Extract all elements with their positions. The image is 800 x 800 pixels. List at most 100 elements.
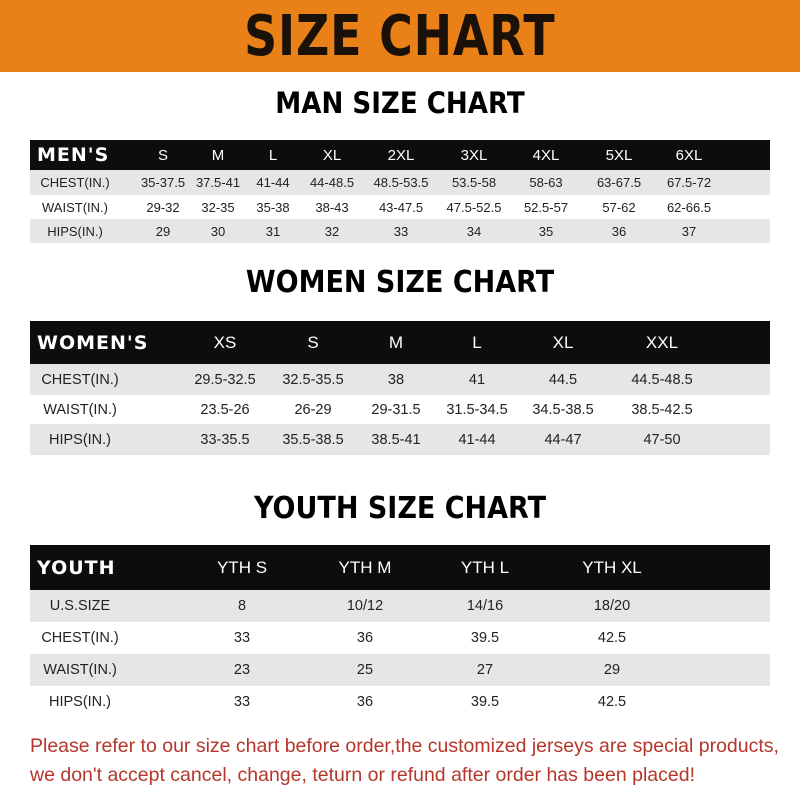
measurement-cell: 67.5-72	[666, 175, 712, 190]
row-label: CHEST(IN.)	[41, 630, 119, 646]
size-header-cell: 5XL	[605, 146, 633, 164]
row-label: HIPS(IN.)	[48, 431, 112, 448]
order-note-line-1: Please refer to our size chart before or…	[30, 735, 779, 757]
men-section-title: MAN SIZE CHART	[275, 86, 525, 120]
measurement-cell: 23	[233, 662, 251, 678]
measurement-cell: 29.5-32.5	[194, 371, 256, 388]
table-row: CHEST(IN.) 35-37.5 37.5-41 41-44 44-48.5 48.5…	[30, 170, 770, 195]
measurement-cell: 41-44	[458, 431, 496, 448]
measurement-cell: 41-44	[256, 175, 290, 190]
table-row: HIPS(IN.) 33 36 39.5 42.5	[30, 686, 770, 718]
table-row: CHEST(IN.) 33 36 39.5 42.5	[30, 622, 770, 654]
row-label: U.S.SIZE	[49, 598, 111, 614]
measurement-cell: 32-35	[201, 199, 235, 215]
measurement-cell: 14/16	[466, 598, 504, 614]
size-header-cell: M	[211, 146, 225, 164]
size-header-cell: YTH M	[338, 557, 392, 577]
measurement-cell: 32	[324, 223, 340, 239]
measurement-cell: 37.5-41	[195, 175, 241, 190]
table-row: HIPS(IN.) 33-35.5 35.5-38.5 38.5-41 41-44 44-…	[30, 424, 770, 455]
women-section-title: WOMEN SIZE CHART	[245, 265, 555, 300]
size-header-cell: M	[388, 332, 404, 352]
order-note-line-2: we don't accept cancel, change, teturn o…	[30, 764, 695, 786]
size-header-cell: YTH XL	[582, 557, 642, 577]
measurement-cell: 48.5-53.5	[373, 175, 429, 190]
measurement-cell: 35-38	[256, 199, 290, 215]
row-label: WAIST(IN.)	[42, 199, 108, 215]
table-row: HIPS(IN.) 29 30 31 32 33 34 35 36 37	[30, 219, 770, 243]
measurement-cell: 38	[387, 371, 405, 388]
measurement-cell: 42.5	[597, 694, 627, 710]
table-title-cell: MEN'S	[37, 144, 110, 166]
measurement-cell: 58-63	[529, 175, 563, 190]
measurement-cell: 44.5-48.5	[631, 371, 693, 388]
size-header-cell: XS	[213, 332, 237, 352]
row-label: WAIST(IN.)	[43, 401, 117, 418]
measurement-cell: 35-37.5	[140, 175, 186, 190]
measurement-cell: 52.5-57	[523, 199, 569, 215]
size-header-cell: YTH L	[460, 557, 510, 577]
measurement-cell: 37	[681, 223, 697, 239]
measurement-cell: 39.5	[470, 630, 500, 646]
row-label: HIPS(IN.)	[48, 694, 112, 710]
table-title-cell: WOMEN'S	[37, 331, 149, 354]
size-header-cell: XXL	[645, 332, 679, 352]
measurement-cell: 39.5	[470, 694, 500, 710]
measurement-cell: 33-35.5	[200, 431, 250, 448]
table-row: WAIST(IN.) 23 25 27 29	[30, 654, 770, 686]
size-header-cell: YTH S	[216, 557, 268, 577]
measurement-cell: 31	[265, 223, 281, 239]
measurement-cell: 41	[468, 371, 486, 388]
size-header-cell: S	[157, 146, 169, 164]
table-row: U.S.SIZE 8 10/12 14/16 18/20	[30, 590, 770, 622]
table-header-row: YOUTH YTH S YTH M YTH L YTH XL	[30, 545, 770, 590]
table-header-row: MEN'S S M L XL 2XL 3XL 4XL 5XL 6XL	[30, 140, 770, 170]
measurement-cell: 44.5	[548, 371, 578, 388]
table-row: WAIST(IN.) 23.5-26 26-29 29-31.5 31.5-34.5 34…	[30, 395, 770, 424]
size-header-cell: L	[472, 332, 482, 352]
measurement-cell: 29-32	[146, 199, 180, 215]
measurement-cell: 47.5-52.5	[446, 199, 502, 215]
youth-size-table: YOUTH YTH S YTH M YTH L YTH XL U.S.SIZE 8 10/12…	[30, 545, 770, 718]
measurement-cell: 43-47.5	[378, 199, 424, 215]
measurement-cell: 36	[611, 223, 627, 239]
men-size-table: MEN'S S M L XL 2XL 3XL 4XL 5XL 6XL CHEST(IN.) 35-37…	[30, 140, 770, 243]
measurement-cell: 47-50	[643, 431, 681, 448]
measurement-cell: 31.5-34.5	[446, 401, 508, 418]
measurement-cell: 38.5-41	[371, 431, 421, 448]
measurement-cell: 42.5	[597, 630, 627, 646]
size-header-cell: 2XL	[387, 146, 415, 164]
size-chart-banner: SIZE CHART	[0, 0, 800, 72]
measurement-cell: 25	[356, 662, 374, 678]
row-label: CHEST(IN.)	[40, 175, 110, 190]
measurement-cell: 62-66.5	[666, 199, 712, 215]
measurement-cell: 63-67.5	[596, 175, 642, 190]
size-header-cell: XL	[552, 332, 574, 352]
table-title-cell: YOUTH	[37, 556, 116, 579]
youth-section-title: YOUTH SIZE CHART	[253, 491, 547, 526]
measurement-cell: 30	[210, 223, 226, 239]
size-header-cell: L	[268, 146, 278, 164]
measurement-cell: 8	[237, 598, 247, 614]
measurement-cell: 35.5-38.5	[282, 431, 344, 448]
measurement-cell: 33	[393, 223, 409, 239]
measurement-cell: 29	[603, 662, 621, 678]
page-title: SIZE CHART	[244, 3, 556, 69]
size-header-cell: 4XL	[532, 146, 560, 164]
measurement-cell: 38-43	[315, 199, 349, 215]
measurement-cell: 44-47	[544, 431, 582, 448]
measurement-cell: 36	[356, 694, 374, 710]
size-header-cell: XL	[322, 146, 342, 164]
measurement-cell: 57-62	[602, 199, 636, 215]
measurement-cell: 32.5-35.5	[282, 371, 344, 388]
women-size-table: WOMEN'S XS S M L XL XXL CHEST(IN.) 29.5-32.5 32.5…	[30, 321, 770, 455]
measurement-cell: 27	[476, 662, 494, 678]
measurement-cell: 10/12	[346, 598, 384, 614]
measurement-cell: 34	[466, 223, 482, 239]
table-row: WAIST(IN.) 29-32 32-35 35-38 38-43 43-47.5 47.…	[30, 195, 770, 219]
measurement-cell: 44-48.5	[309, 175, 355, 190]
measurement-cell: 23.5-26	[200, 401, 250, 418]
table-row: CHEST(IN.) 29.5-32.5 32.5-35.5 38 41 44.5 44.5…	[30, 364, 770, 395]
table-header-row: WOMEN'S XS S M L XL XXL	[30, 321, 770, 364]
size-header-cell: 3XL	[460, 146, 488, 164]
